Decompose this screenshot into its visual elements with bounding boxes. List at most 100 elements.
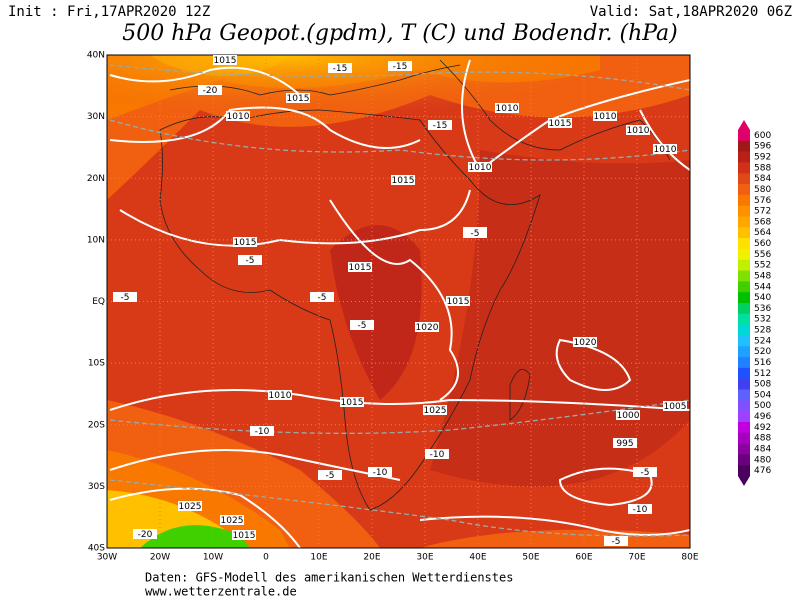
contour-label: 1010 <box>468 162 492 173</box>
contour-label-box <box>348 262 372 272</box>
contour-label-box <box>318 470 342 480</box>
contour-label-text: 1015 <box>349 263 372 273</box>
contour-label-box <box>350 320 374 330</box>
colorbar-label: 556 <box>754 250 771 260</box>
contour-label: -5 <box>113 292 137 303</box>
colorbar-label: 544 <box>754 282 771 292</box>
contour-label-box <box>310 292 334 302</box>
contour-label-box <box>220 515 244 525</box>
lon-tick-label: 80E <box>681 553 698 563</box>
contour-label-box <box>226 111 250 121</box>
colorbar-swatch <box>738 303 750 315</box>
colorbar-swatch <box>738 216 750 228</box>
contour-label: 1010 <box>268 390 292 401</box>
contour-label-box <box>425 449 449 459</box>
colorbar-label: 596 <box>754 142 771 152</box>
contour-label-box <box>198 85 222 95</box>
contour-label-box <box>593 111 617 121</box>
colorbar-swatch <box>738 194 750 206</box>
contour-labels: 1015 1010 1015 1010 1015 1010 1010 1010 1015 1010… <box>113 55 687 547</box>
contour-label-text: 1005 <box>664 402 687 412</box>
lon-tick-label: 30W <box>97 553 117 563</box>
colorbar-swatch <box>738 421 750 434</box>
colorbar-label: 504 <box>754 390 771 400</box>
contour-label: 1010 <box>495 103 519 114</box>
colorbar-swatch <box>738 465 750 477</box>
contour-label: -15 <box>428 120 452 131</box>
lat-tick-label: 30N <box>87 112 105 122</box>
contour-label-text: -10 <box>255 427 270 437</box>
colorbar-label: 512 <box>754 369 771 379</box>
lon-tick-label: 40E <box>469 553 486 563</box>
colorbar-label: 548 <box>754 271 771 281</box>
contour-label-text: -5 <box>326 471 335 481</box>
lat-tick-label: 40S <box>88 544 105 554</box>
contour-label-box <box>653 144 677 154</box>
contour-label: 1025 <box>423 405 447 416</box>
colorbar-label: 500 <box>754 401 771 411</box>
colorbar-label: 496 <box>754 412 771 422</box>
colorbar-label: 516 <box>754 358 771 368</box>
lat-tick-label: EQ <box>92 297 105 307</box>
contour-label: -20 <box>133 529 157 540</box>
colorbar-label: 484 <box>754 444 771 454</box>
contour-label: 1015 <box>233 237 257 248</box>
contour-label-text: 1015 <box>214 56 237 66</box>
contour-label: -10 <box>250 426 274 437</box>
colorbar-swatch <box>738 346 750 358</box>
colorbar-label: 528 <box>754 326 771 336</box>
colorbar-label: 480 <box>754 455 771 465</box>
contour-label-text: -20 <box>203 86 218 96</box>
colorbar-label: 588 <box>754 163 771 173</box>
contour-label-box <box>286 93 310 103</box>
contour-label-text: 1010 <box>654 145 677 155</box>
colorbar-label: 536 <box>754 304 771 314</box>
contour-label: 1015 <box>286 93 310 104</box>
contour-label: -5 <box>463 228 487 239</box>
colorbar-label: 524 <box>754 336 771 346</box>
contour-label-text: 1015 <box>233 531 256 541</box>
contour-label-text: -5 <box>318 293 327 303</box>
colorbar-label: 492 <box>754 423 771 433</box>
colorbar-swatch <box>738 173 750 185</box>
contour-label-box <box>463 228 487 238</box>
contour-label-text: -5 <box>471 229 480 239</box>
colorbar-swatch <box>738 248 750 261</box>
contour-label: -5 <box>310 292 334 303</box>
lat-tick-label: 20N <box>87 174 105 184</box>
colorbar-label: 600 <box>754 131 771 141</box>
contour-label: -20 <box>198 85 222 96</box>
contour-label: -5 <box>633 467 657 478</box>
lat-tick-label: 10N <box>87 235 105 245</box>
contour-label-text: 1020 <box>574 338 597 348</box>
contour-label-text: 1010 <box>496 104 519 114</box>
colorbar-swatch <box>738 454 750 466</box>
colorbar-swatch <box>738 411 750 423</box>
contour-label-box <box>604 536 628 546</box>
contour-label-text: 1025 <box>424 406 447 416</box>
contour-label-box <box>213 55 237 65</box>
contour-label-box <box>388 61 412 71</box>
lat-tick-label: 30S <box>88 482 105 492</box>
colorbar-swatch <box>738 140 750 152</box>
contour-label-text: 1010 <box>594 112 617 122</box>
footer-url: www.wetterzentrale.de <box>145 585 297 599</box>
contour-label-text: 1015 <box>392 176 415 186</box>
contour-label-text: 1025 <box>221 516 244 526</box>
contour-label-text: 1010 <box>227 112 250 122</box>
contour-label-box <box>446 296 470 306</box>
contour-label: 1015 <box>340 397 364 408</box>
contour-label-text: 1000 <box>617 411 640 421</box>
contour-label-box <box>613 438 637 448</box>
contour-label: 1010 <box>226 111 250 122</box>
contour-label: 1005 <box>663 401 687 412</box>
colorbar-swatch <box>738 227 750 239</box>
colorbar-label: 488 <box>754 434 771 444</box>
colorbar-swatch <box>738 443 750 455</box>
contour-label-box <box>238 255 262 265</box>
footer-source: Daten: GFS-Modell des amerikanischen Wet… <box>145 571 513 585</box>
colorbar-label: 560 <box>754 239 771 249</box>
contour-label: 1025 <box>178 501 202 512</box>
colorbar-label: 476 <box>754 466 771 476</box>
colorbar-swatch <box>738 357 750 369</box>
